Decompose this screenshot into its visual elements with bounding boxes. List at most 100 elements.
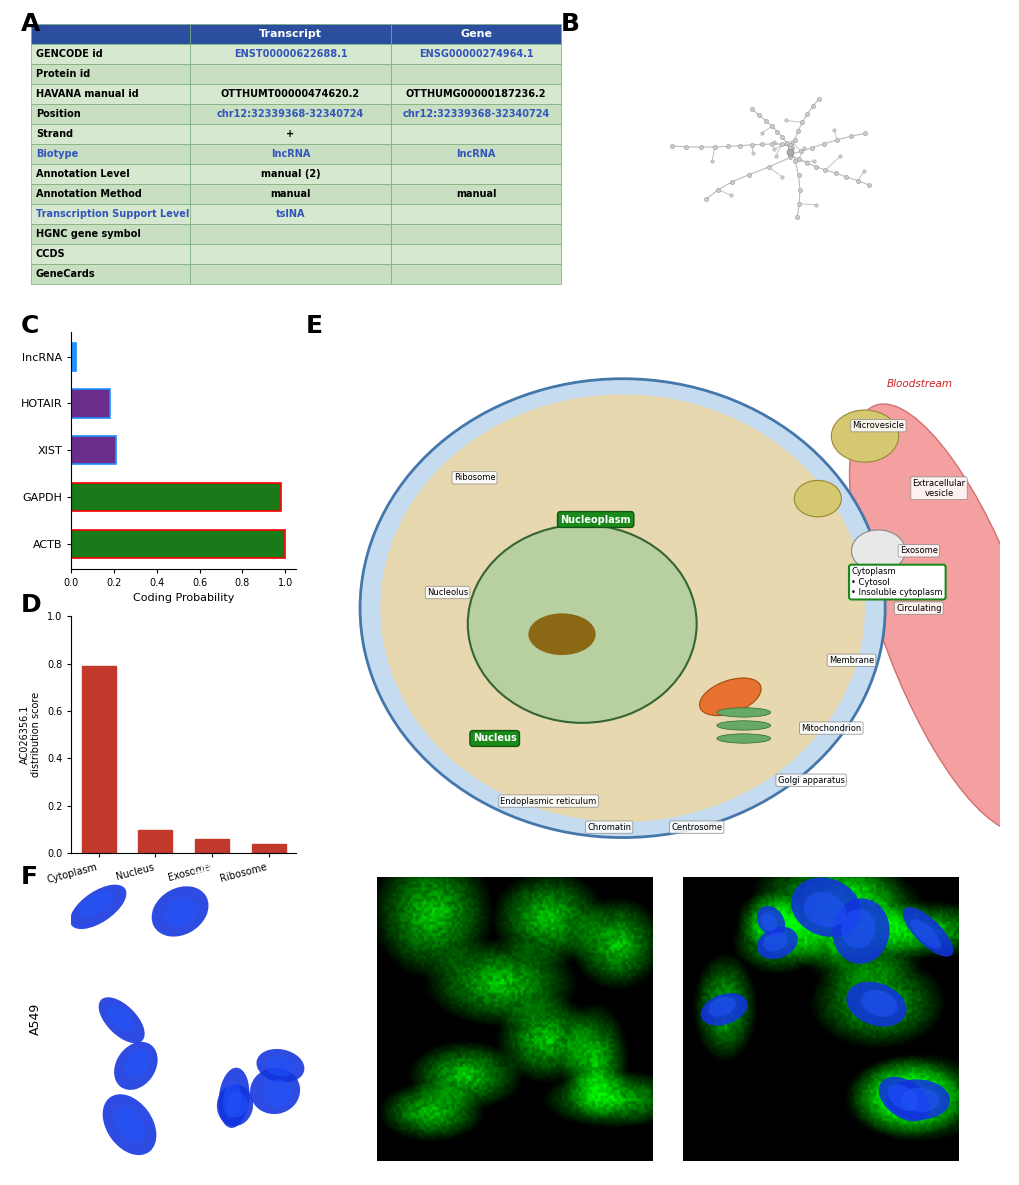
FancyBboxPatch shape [31, 24, 190, 44]
FancyBboxPatch shape [190, 224, 391, 244]
FancyBboxPatch shape [190, 104, 391, 124]
Ellipse shape [878, 1077, 929, 1121]
FancyBboxPatch shape [190, 244, 391, 264]
FancyBboxPatch shape [391, 184, 560, 204]
Bar [71, 390, 110, 417]
FancyBboxPatch shape [31, 124, 190, 145]
Text: Extracellular
vesicle: Extracellular vesicle [912, 479, 965, 498]
Ellipse shape [849, 404, 1019, 833]
Ellipse shape [114, 1042, 158, 1090]
Ellipse shape [262, 1080, 292, 1107]
Y-axis label: AC026356.1
distribution score: AC026356.1 distribution score [19, 692, 42, 777]
Text: HAVANA manual id: HAVANA manual id [36, 89, 139, 98]
FancyBboxPatch shape [31, 164, 190, 184]
FancyBboxPatch shape [190, 204, 391, 224]
Text: Endoplasmic reticulum: Endoplasmic reticulum [500, 796, 596, 806]
Ellipse shape [841, 909, 874, 948]
Text: GENCODE id: GENCODE id [36, 49, 103, 59]
Text: OTTHUMG00000187236.2: OTTHUMG00000187236.2 [406, 89, 546, 98]
Ellipse shape [791, 877, 860, 937]
FancyBboxPatch shape [190, 44, 391, 64]
Text: manual: manual [455, 190, 496, 199]
Ellipse shape [756, 927, 797, 959]
Ellipse shape [846, 981, 906, 1026]
Text: F: F [20, 865, 38, 889]
Ellipse shape [851, 530, 905, 571]
Ellipse shape [756, 905, 785, 936]
Ellipse shape [103, 1094, 156, 1155]
Ellipse shape [716, 734, 770, 743]
Ellipse shape [794, 480, 841, 517]
Title: DAPI: DAPI [193, 861, 225, 876]
Text: Centrosome: Centrosome [671, 822, 721, 832]
Text: GeneCards: GeneCards [36, 269, 96, 280]
Text: manual: manual [270, 190, 311, 199]
Ellipse shape [803, 892, 845, 928]
Ellipse shape [250, 1068, 300, 1114]
Ellipse shape [468, 525, 696, 723]
Text: Annotation Level: Annotation Level [36, 169, 129, 179]
Ellipse shape [360, 379, 884, 838]
Ellipse shape [164, 897, 198, 928]
Text: B: B [560, 12, 580, 36]
Text: ENST00000622688.1: ENST00000622688.1 [233, 49, 346, 59]
Ellipse shape [832, 898, 889, 963]
Text: CCDS: CCDS [36, 249, 65, 260]
FancyBboxPatch shape [31, 184, 190, 204]
Ellipse shape [716, 720, 770, 730]
FancyBboxPatch shape [190, 84, 391, 104]
Ellipse shape [70, 885, 126, 929]
FancyBboxPatch shape [31, 224, 190, 244]
Ellipse shape [887, 1084, 918, 1112]
Text: lncRNA: lncRNA [270, 149, 310, 159]
Text: tslNA: tslNA [275, 210, 305, 219]
Text: ENSG00000274964.1: ENSG00000274964.1 [419, 49, 533, 59]
FancyBboxPatch shape [190, 164, 391, 184]
Text: Nucleus: Nucleus [473, 734, 516, 743]
Text: Microvesicle: Microvesicle [852, 421, 904, 430]
FancyBboxPatch shape [190, 24, 391, 44]
Text: Exosome: Exosome [899, 546, 936, 556]
Text: Annotation Method: Annotation Method [36, 190, 142, 199]
Text: Golgi apparatus: Golgi apparatus [776, 776, 844, 784]
FancyBboxPatch shape [31, 145, 190, 164]
Bar [82, 666, 115, 853]
FancyBboxPatch shape [391, 84, 560, 104]
FancyBboxPatch shape [391, 224, 560, 244]
Bar [71, 530, 285, 558]
Ellipse shape [380, 395, 864, 822]
Ellipse shape [528, 614, 595, 655]
Text: Chromatin: Chromatin [587, 822, 631, 832]
Ellipse shape [902, 907, 953, 956]
Text: Strand: Strand [36, 129, 73, 139]
Text: chr12:32339368-32340724: chr12:32339368-32340724 [403, 109, 549, 118]
Text: A549: A549 [29, 1003, 42, 1036]
FancyBboxPatch shape [31, 64, 190, 84]
Text: D: D [20, 592, 41, 616]
Ellipse shape [124, 1049, 150, 1078]
Ellipse shape [99, 998, 145, 1043]
Text: Bloodstream: Bloodstream [886, 379, 952, 389]
Ellipse shape [226, 1093, 248, 1117]
Text: HGNC gene symbol: HGNC gene symbol [36, 229, 141, 239]
Bar [71, 483, 280, 511]
Text: E: E [306, 314, 323, 338]
Text: Transcript: Transcript [259, 28, 322, 39]
FancyBboxPatch shape [391, 24, 560, 44]
Text: Position: Position [36, 109, 81, 118]
Ellipse shape [256, 1049, 304, 1083]
Text: lncRNA: lncRNA [455, 149, 495, 159]
Text: Circulating: Circulating [895, 603, 941, 613]
Ellipse shape [699, 678, 760, 716]
Text: C: C [20, 314, 39, 338]
Text: manual (2): manual (2) [261, 169, 320, 179]
Ellipse shape [707, 997, 736, 1017]
Title: Merge: Merge [799, 861, 842, 876]
FancyBboxPatch shape [190, 145, 391, 164]
Title: lncRNA: lncRNA [490, 861, 539, 876]
Ellipse shape [716, 707, 770, 717]
Bar [71, 342, 75, 371]
Text: +: + [286, 129, 294, 139]
FancyBboxPatch shape [391, 44, 560, 64]
FancyBboxPatch shape [31, 264, 190, 284]
